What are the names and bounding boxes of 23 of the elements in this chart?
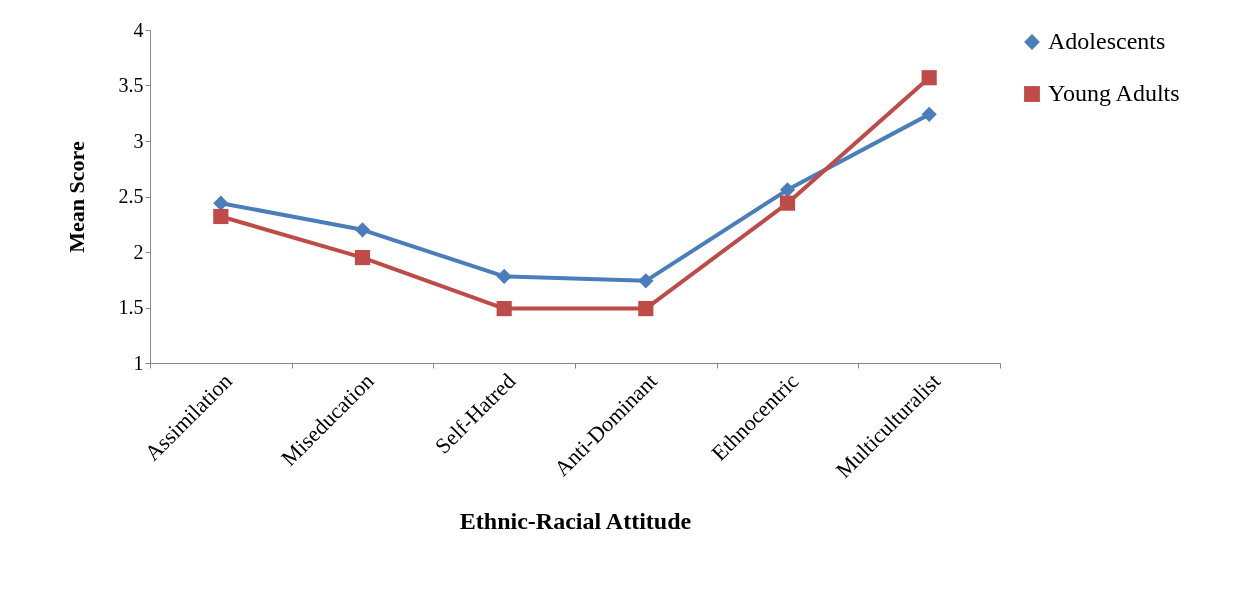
y-tick-label: 4 — [133, 18, 144, 41]
point — [354, 249, 371, 266]
x-axis-title: Ethnic-Racial Attitude — [459, 508, 692, 535]
point — [779, 195, 796, 211]
point — [496, 268, 512, 284]
point — [779, 182, 796, 198]
point — [921, 106, 937, 122]
y-tick-label: 1 — [133, 351, 144, 374]
point — [213, 208, 229, 225]
legend-label: Adolescents — [1048, 28, 1166, 54]
y-tick-label: 1.5 — [118, 296, 144, 318]
y-axis-title: Mean Score — [63, 141, 89, 253]
point — [638, 273, 654, 289]
y-tick-label: 2.5 — [118, 185, 144, 207]
y-tick-label: 3.5 — [118, 74, 144, 96]
y-tick-label: 2 — [133, 240, 144, 263]
legend-label: Young Adults — [1048, 80, 1180, 106]
y-tick-label: 3 — [133, 129, 144, 152]
point — [921, 70, 937, 86]
point — [354, 222, 371, 238]
point — [638, 301, 654, 317]
point — [213, 195, 229, 211]
point — [496, 301, 512, 317]
